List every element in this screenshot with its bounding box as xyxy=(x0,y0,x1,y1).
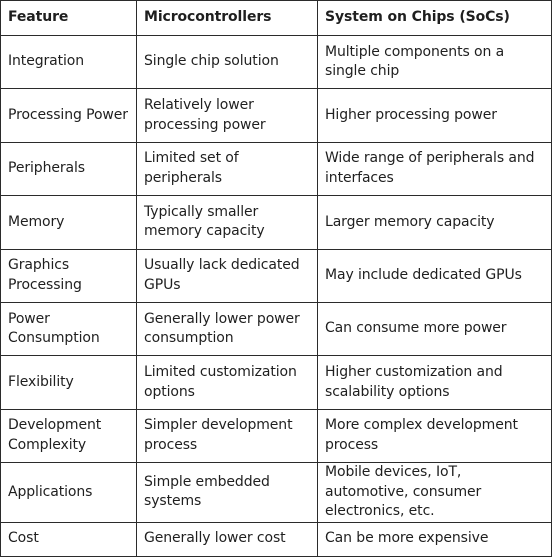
cell-feature: Power Consumption xyxy=(0,301,137,357)
cell-feature: Integration xyxy=(0,34,137,90)
table-row: Cost Generally lower cost Can be more ex… xyxy=(0,521,552,557)
table-row: Integration Single chip solution Multipl… xyxy=(0,34,552,90)
cell-microcontrollers: Simpler development process xyxy=(136,408,318,464)
cell-socs: Higher processing power xyxy=(317,88,552,143)
cell-microcontrollers: Typically smaller memory capacity xyxy=(136,195,318,250)
cell-socs: Mobile devices, IoT, automotive, consume… xyxy=(317,462,552,523)
cell-microcontrollers: Relatively lower processing power xyxy=(136,88,318,143)
cell-socs: Wide range of peripherals and interfaces xyxy=(317,141,552,197)
cell-socs: Larger memory capacity xyxy=(317,195,552,250)
table-row: Flexibility Limited customization option… xyxy=(0,355,552,410)
table-row: Processing Power Relatively lower proces… xyxy=(0,88,552,143)
cell-microcontrollers: Single chip solution xyxy=(136,34,318,90)
table-row: Peripherals Limited set of peripherals W… xyxy=(0,141,552,197)
cell-socs: Multiple components on a single chip xyxy=(317,34,552,90)
cell-feature: Processing Power xyxy=(0,88,137,143)
cell-socs: Can consume more power xyxy=(317,301,552,357)
header-feature: Feature xyxy=(0,0,137,36)
table-row: Development Complexity Simpler developme… xyxy=(0,408,552,464)
cell-socs: Can be more expensive xyxy=(317,521,552,557)
cell-microcontrollers: Limited customization options xyxy=(136,355,318,410)
cell-socs: More complex development process xyxy=(317,408,552,464)
cell-feature: Cost xyxy=(0,521,137,557)
cell-microcontrollers: Limited set of peripherals xyxy=(136,141,318,197)
table-row: Applications Simple embedded systems Mob… xyxy=(0,462,552,523)
header-microcontrollers: Microcontrollers xyxy=(136,0,318,36)
table-row: Memory Typically smaller memory capacity… xyxy=(0,195,552,250)
cell-feature: Memory xyxy=(0,195,137,250)
cell-microcontrollers: Usually lack dedicated GPUs xyxy=(136,248,318,303)
cell-feature: Development Complexity xyxy=(0,408,137,464)
cell-socs: May include dedicated GPUs xyxy=(317,248,552,303)
cell-feature: Applications xyxy=(0,462,137,523)
cell-microcontrollers: Simple embedded systems xyxy=(136,462,318,523)
table-header-row: Feature Microcontrollers System on Chips… xyxy=(0,0,552,36)
cell-feature: Flexibility xyxy=(0,355,137,410)
cell-feature: Peripherals xyxy=(0,141,137,197)
header-socs: System on Chips (SoCs) xyxy=(317,0,552,36)
cell-microcontrollers: Generally lower cost xyxy=(136,521,318,557)
cell-microcontrollers: Generally lower power consumption xyxy=(136,301,318,357)
table-row: Power Consumption Generally lower power … xyxy=(0,301,552,357)
cell-feature: Graphics Processing xyxy=(0,248,137,303)
table-row: Graphics Processing Usually lack dedicat… xyxy=(0,248,552,303)
cell-socs: Higher customization and scalability opt… xyxy=(317,355,552,410)
